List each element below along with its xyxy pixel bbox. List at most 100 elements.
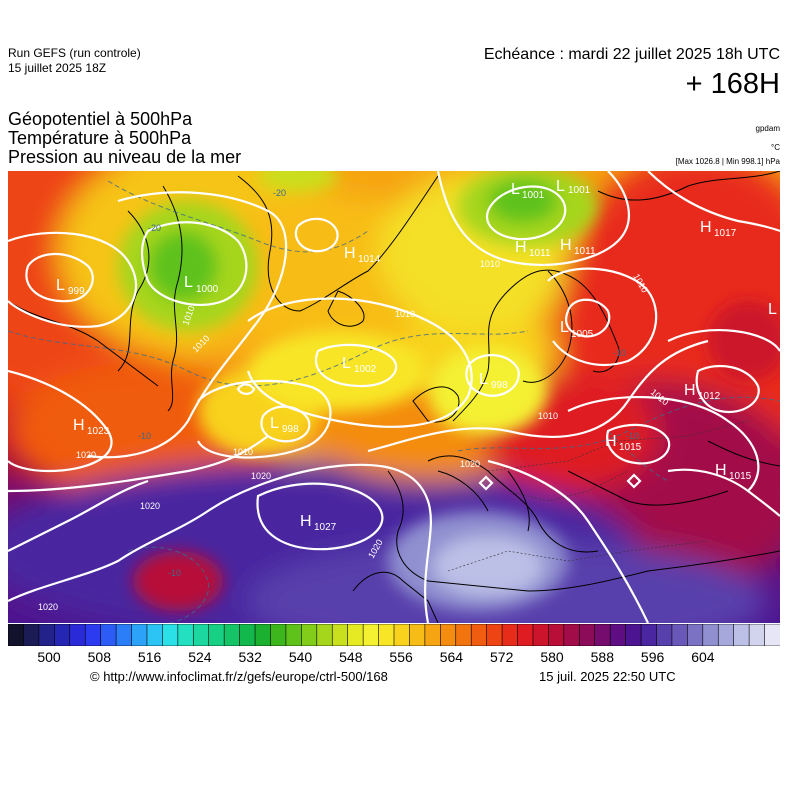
cold-pools [118,171,780,611]
svg-text:1011: 1011 [529,248,551,259]
color-scale-tick-label: 516 [137,649,162,665]
color-scale [7,623,781,647]
color-scale-swatch [764,623,781,647]
color-scale-swatch [563,623,581,647]
svg-text:998: 998 [491,380,508,391]
svg-text:1027: 1027 [314,522,337,533]
isotherm-label: -10 [168,568,181,578]
isobar-labels: 1010 1010 1010 1010 1010 1010 1010 1010 … [38,259,670,612]
svg-text:1011: 1011 [574,246,596,257]
color-scale-swatch [578,623,596,647]
isobar-label: 1010 [395,309,415,319]
color-scale-swatch [162,623,179,647]
high-center: H 1015 [715,462,752,482]
color-scale-swatch [532,623,550,647]
color-scale-swatch [470,623,488,647]
svg-text:L: L [768,301,777,318]
color-scale-swatch [54,623,71,647]
color-scale-swatch [717,623,735,647]
color-scale-swatch [38,623,56,647]
low-center: L 999 [56,277,85,297]
color-scale-swatch [702,623,720,647]
map-canvas: 1010 1010 1010 1010 1010 1010 1010 1010 … [8,171,780,623]
svg-text:L: L [479,371,488,388]
low-center: L 1002 [342,355,377,375]
isotherm-label: -20 [273,188,286,198]
unit-gpdam: gpdam [755,124,780,133]
high-center: H 1027 [300,513,337,533]
weather-map: 1010 1010 1010 1010 1010 1010 1010 1010 … [8,171,780,623]
borders [447,420,749,572]
color-scale-swatch [7,623,25,647]
svg-text:H: H [684,382,696,399]
high-center: H 1023 [73,417,110,437]
run-info: Run GEFS (run controle) 15 juillet 2025 … [8,46,141,76]
color-scale-swatch [733,623,750,647]
svg-text:H: H [73,417,85,434]
isobar-label: 1010 [480,259,500,269]
color-scale-swatch [671,623,689,647]
color-scale-swatch [254,623,272,647]
high-center: H 1012 [684,382,721,402]
low-center: L 998 [270,415,299,435]
high-center: H 1014 [344,245,381,265]
svg-text:1005: 1005 [571,329,594,340]
color-scale-tick-label: 604 [691,649,715,665]
svg-text:998: 998 [282,424,299,435]
svg-text:1017: 1017 [714,228,737,239]
svg-text:1002: 1002 [354,364,377,375]
color-scale-swatch [501,623,519,647]
svg-text:1000: 1000 [196,284,219,295]
low-center: L [768,301,777,318]
svg-text:999: 999 [68,286,85,297]
color-scale-swatch [100,623,117,647]
color-scale-tick-label: 572 [490,649,514,665]
isobar-label: 1010 [233,447,253,457]
color-scale-tick-label: 508 [87,649,111,665]
svg-text:L: L [184,274,193,291]
svg-text:1015: 1015 [619,442,642,453]
svg-text:1015: 1015 [729,471,752,482]
color-scale-swatch [548,623,565,647]
svg-text:H: H [300,513,312,530]
color-scale-swatch [331,623,349,647]
isotherm-label: -10 [626,431,639,441]
isotherm-label: -10 [138,431,151,441]
color-scale-swatch [517,623,534,647]
color-scale-swatch [131,623,148,647]
color-scale-swatch [640,623,658,647]
isobar-label: 1010 [538,411,558,421]
color-scale-bar [7,623,781,647]
low-center: L 1005 [560,319,594,340]
svg-text:1001: 1001 [522,190,545,201]
color-scale-tick-label: 524 [188,649,212,665]
color-scale-swatch [23,623,40,647]
color-scale-swatch [409,623,426,647]
color-scale-swatch [424,623,442,647]
color-scale-tick-label: 532 [238,649,262,665]
color-scale-tick-label: 596 [640,649,665,665]
isobar-label: 1020 [460,459,480,469]
color-scale-tick-label: 556 [389,649,413,665]
svg-text:H: H [560,237,572,254]
color-scale-swatch [301,623,318,647]
svg-text:1012: 1012 [698,391,721,402]
color-scale-swatch [239,623,256,647]
color-scale-swatch [656,623,673,647]
color-scale-tick-label: 548 [339,649,363,665]
color-scale-swatch [687,623,704,647]
color-scale-swatch [146,623,164,647]
source-url[interactable]: © http://www.infoclimat.fr/z/gefs/europe… [90,669,388,684]
svg-text:L: L [556,178,565,195]
color-scale-swatch [362,623,380,647]
high-center: H 1011 [560,237,596,257]
svg-text:L: L [342,355,351,372]
forecast-lead-time: + 168H [685,68,780,100]
color-scale-swatch [625,623,642,647]
color-scale-swatch [223,623,241,647]
run-date: 15 juillet 2025 18Z [8,61,107,75]
color-scale-swatch [192,623,210,647]
color-scale-swatch [378,623,395,647]
color-scale-swatch [285,623,303,647]
color-scale-swatch [748,623,766,647]
